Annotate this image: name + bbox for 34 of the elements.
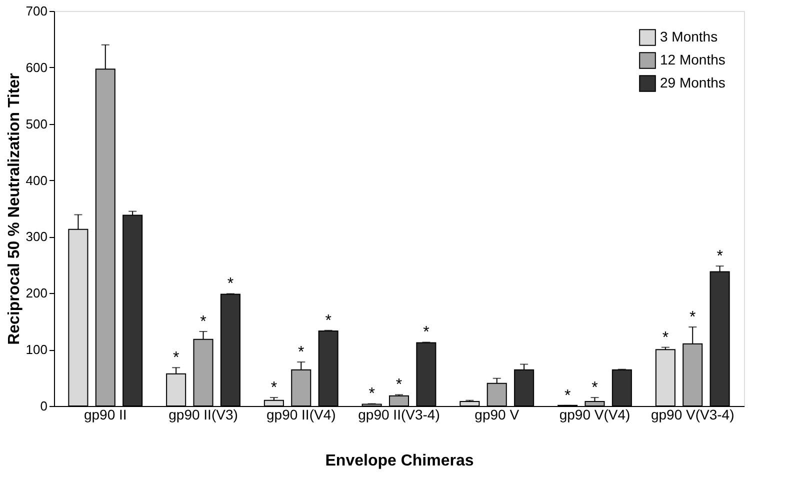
y-tick-label: 500 bbox=[26, 116, 48, 132]
legend-label: 3 Months bbox=[660, 28, 718, 44]
data-label: * bbox=[227, 276, 234, 293]
data-label: * bbox=[172, 350, 180, 367]
y-tick-label: 0 bbox=[40, 398, 48, 414]
y-axis-title: Reciprocal 50 % Neutralization Titer bbox=[6, 73, 23, 345]
data-label: * bbox=[423, 324, 430, 342]
x-tick-label: gp90 II bbox=[84, 406, 127, 422]
data-label: * bbox=[325, 312, 332, 330]
legend-label: 29 Months bbox=[660, 74, 726, 90]
y-tick-label: 400 bbox=[26, 172, 48, 188]
y-tick-label: 200 bbox=[26, 286, 48, 301]
y-tick-label: 600 bbox=[26, 60, 48, 75]
x-axis-title: Envelope Chimeras bbox=[325, 452, 474, 470]
data-label: * bbox=[396, 376, 402, 394]
x-tick-label: gp90 V(V4) bbox=[559, 406, 630, 422]
data-label: * bbox=[592, 380, 598, 397]
y-tick-label: 700 bbox=[26, 4, 48, 18]
legend-label: 12 Months bbox=[660, 52, 726, 68]
data-label: * bbox=[270, 380, 278, 397]
x-tick-label: gp90 V(V3-4) bbox=[650, 406, 734, 422]
y-tick-label: 300 bbox=[26, 229, 48, 244]
data-label: * bbox=[564, 387, 571, 404]
data-label: * bbox=[662, 329, 669, 346]
data-label: * bbox=[298, 344, 304, 361]
y-tick-label: 100 bbox=[26, 342, 48, 358]
x-tick-label: gp90 II(V3) bbox=[168, 406, 238, 422]
data-label: * bbox=[368, 386, 375, 403]
x-tick-label: gp90 II(V4) bbox=[266, 406, 336, 422]
data-label: * bbox=[200, 314, 206, 331]
x-tick-label: gp90 V bbox=[474, 406, 520, 422]
data-label: * bbox=[690, 309, 696, 326]
data-label: * bbox=[716, 248, 723, 266]
x-tick-label: gp90 II(V3-4) bbox=[358, 406, 440, 422]
